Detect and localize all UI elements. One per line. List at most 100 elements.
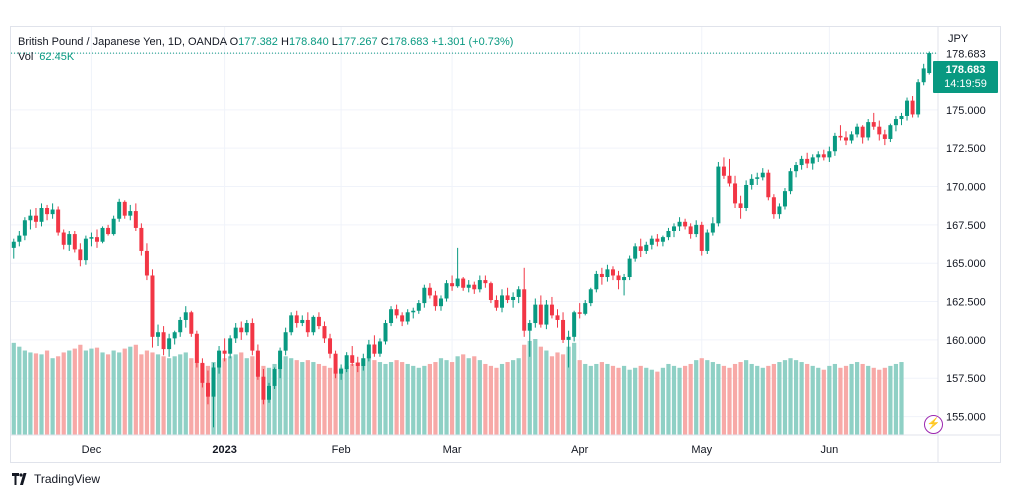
- candle-body: [67, 234, 72, 245]
- candle-body: [699, 224, 704, 251]
- candle-body: [139, 227, 144, 251]
- volume-bar: [766, 365, 771, 435]
- candle-body: [627, 258, 632, 278]
- candle-body: [444, 283, 449, 299]
- candle-body: [261, 376, 266, 400]
- candle-body: [827, 151, 832, 158]
- candle-body: [466, 284, 471, 288]
- volume-bar: [843, 365, 849, 435]
- candle-body: [716, 166, 721, 224]
- y-tick-label: 165.000: [946, 258, 986, 270]
- candle-body: [810, 157, 815, 164]
- lightning-icon[interactable]: ⚡: [924, 415, 943, 434]
- y-tick-label: 162.500: [946, 297, 986, 309]
- volume-bar: [155, 354, 161, 435]
- volume-bar: [416, 367, 421, 435]
- volume-bar: [516, 358, 521, 435]
- change-value: +1.301 (+0.73%): [431, 36, 514, 48]
- candle-body: [455, 278, 460, 287]
- volume-bar: [183, 352, 188, 435]
- volume-bar: [782, 360, 788, 435]
- candle-body: [921, 68, 926, 83]
- candle-body: [400, 315, 405, 322]
- volume-bar: [411, 365, 416, 435]
- volume-bar: [705, 360, 710, 435]
- volume-bar: [339, 367, 344, 435]
- candle-body: [394, 309, 399, 316]
- volume-bar: [755, 365, 760, 435]
- candle-body: [538, 304, 543, 325]
- volume-bar: [477, 360, 482, 435]
- volume-bar: [161, 356, 166, 435]
- volume-bar: [427, 363, 432, 435]
- low-label: L: [331, 36, 338, 48]
- volume-bar: [871, 367, 876, 435]
- candle-body: [916, 82, 921, 115]
- volume-bar: [821, 369, 826, 435]
- candle-body: [56, 209, 61, 233]
- volume-bar: [394, 360, 399, 435]
- volume-bar: [400, 362, 405, 435]
- currency-label[interactable]: JPY: [948, 33, 969, 45]
- candle-body: [161, 332, 166, 350]
- candle-body: [610, 269, 615, 276]
- volume-bar: [655, 371, 660, 435]
- volume-bar: [111, 350, 116, 435]
- candle-body: [183, 312, 188, 320]
- tradingview-brand[interactable]: TradingView: [12, 472, 100, 486]
- volume-bar: [61, 352, 66, 435]
- y-tick-label: 167.500: [946, 220, 986, 232]
- volume-bar: [594, 363, 599, 435]
- volume-bar: [671, 365, 677, 435]
- candle-body: [111, 218, 116, 235]
- volume-bar: [866, 365, 871, 435]
- volume-bar: [233, 354, 238, 435]
- volume-bar: [56, 356, 61, 435]
- candle-body: [250, 323, 255, 351]
- close-value: 178.683: [388, 36, 429, 48]
- volume-bar: [438, 358, 444, 435]
- volume-bar: [527, 340, 532, 435]
- volume-bar: [277, 360, 283, 435]
- symbol-title[interactable]: British Pound / Japanese Yen, 1D, OANDA: [18, 36, 227, 48]
- volume-bar: [405, 363, 410, 435]
- candle-body: [383, 323, 388, 342]
- open-label: O: [229, 36, 239, 48]
- candle-body: [194, 333, 199, 363]
- candle-body: [89, 237, 94, 239]
- candle-body: [72, 234, 77, 250]
- volume-bar: [372, 360, 377, 435]
- y-tick-label: 157.500: [946, 373, 986, 385]
- volume-bar: [94, 347, 100, 435]
- volume-bar: [305, 360, 310, 435]
- volume-bar: [893, 363, 899, 435]
- candle-body: [461, 278, 466, 288]
- volume-bar: [466, 358, 471, 435]
- candle-body: [217, 350, 222, 368]
- volume-bar: [721, 365, 727, 435]
- candle-body: [760, 172, 765, 178]
- volume-bar: [178, 354, 183, 435]
- candle-body: [572, 312, 577, 337]
- candle-body: [683, 221, 688, 227]
- volume-bar: [816, 367, 821, 435]
- volume-bar: [433, 362, 438, 435]
- candle-body: [305, 319, 310, 333]
- candle-body: [782, 191, 787, 207]
- candle-body: [649, 238, 654, 245]
- candle-body: [644, 244, 649, 251]
- last-price-tag: 178.683 14:19:59: [933, 61, 998, 93]
- candle-body: [450, 283, 455, 287]
- volume-bar: [44, 350, 50, 435]
- candle-body: [50, 209, 55, 215]
- candle-body: [633, 246, 638, 259]
- volume-label[interactable]: Vol: [18, 51, 34, 63]
- volume-bar: [694, 360, 699, 435]
- candle-body: [472, 284, 477, 290]
- candle-body: [694, 224, 699, 235]
- y-tick-label: 155.000: [946, 412, 986, 424]
- open-value: 177.382: [238, 36, 278, 48]
- candle-body: [566, 336, 571, 340]
- candle-body: [733, 183, 738, 204]
